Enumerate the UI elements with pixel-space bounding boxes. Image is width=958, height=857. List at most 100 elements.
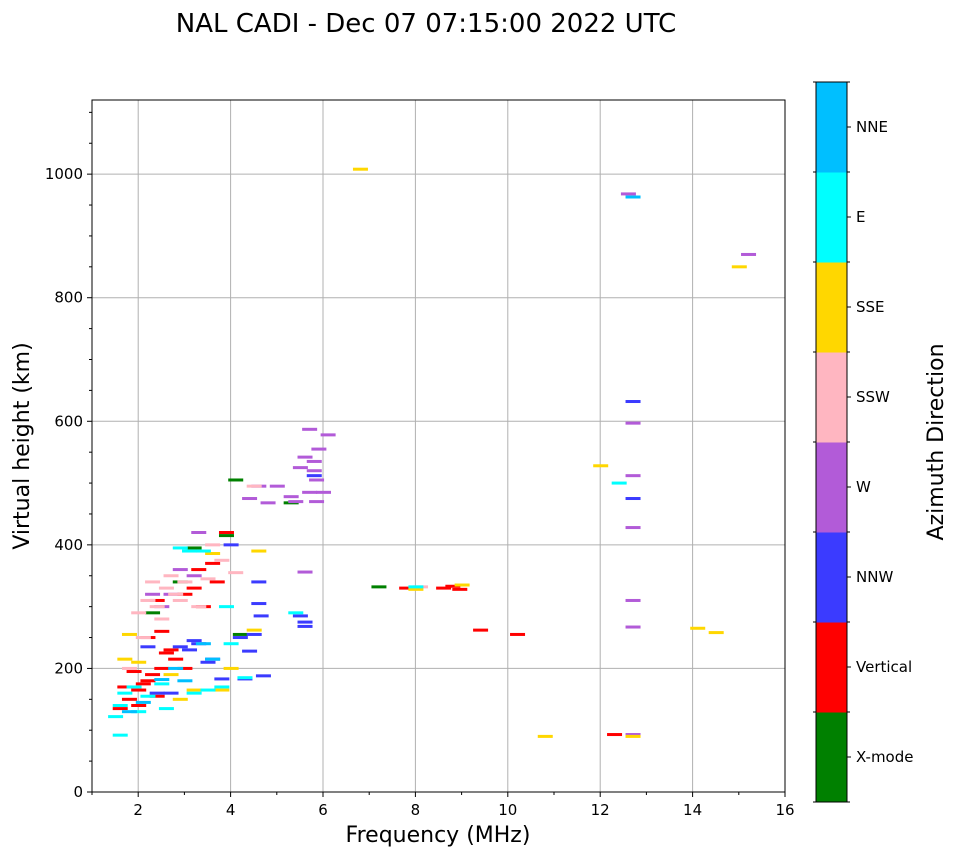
echo-point-ssw bbox=[121, 666, 137, 670]
echo-point-sse bbox=[223, 666, 239, 670]
echo-point-vertical bbox=[131, 688, 147, 692]
echo-point-vertical bbox=[112, 707, 128, 711]
echo-point-e bbox=[112, 733, 128, 737]
echo-point-nnw bbox=[297, 620, 313, 624]
x-tick-label: 8 bbox=[411, 801, 421, 819]
echo-point-nnw bbox=[292, 614, 308, 618]
echo-point-nne bbox=[177, 679, 193, 683]
y-axis-label: Virtual height (km) bbox=[10, 342, 35, 549]
echo-point-w bbox=[288, 500, 304, 504]
echo-point-nne bbox=[121, 710, 137, 714]
y-tick-label: 600 bbox=[54, 412, 83, 430]
colorbar-tick-label: Vertical bbox=[856, 658, 912, 676]
echo-point-x-mode bbox=[232, 632, 248, 636]
echo-point-sse bbox=[690, 626, 706, 630]
x-tick-label: 12 bbox=[591, 801, 610, 819]
colorbar-frame bbox=[815, 81, 848, 803]
echo-point-sse bbox=[117, 657, 133, 661]
colorbar-segment bbox=[816, 712, 847, 803]
echo-point-e bbox=[131, 710, 147, 714]
x-tick-label: 10 bbox=[498, 801, 517, 819]
echo-point-sse bbox=[163, 673, 179, 677]
echo-point-sse bbox=[205, 552, 221, 556]
echo-point-nne bbox=[625, 195, 641, 199]
echo-point-w bbox=[145, 592, 161, 596]
echo-point-w bbox=[191, 531, 207, 534]
echo-point-w bbox=[625, 733, 641, 737]
echo-point-vertical bbox=[131, 704, 147, 707]
echo-point-sse bbox=[408, 587, 424, 591]
echo-point-w bbox=[186, 574, 202, 578]
echo-point-ssw bbox=[135, 636, 151, 640]
echo-point-w bbox=[306, 469, 322, 473]
echo-point-w bbox=[242, 497, 258, 501]
echo-point-w bbox=[316, 490, 331, 494]
echo-point-sse bbox=[352, 167, 368, 171]
echo-point-vertical bbox=[158, 651, 174, 655]
echo-point-ssw bbox=[191, 605, 207, 609]
echo-point-vertical bbox=[452, 587, 468, 591]
echo-point-ssw bbox=[158, 586, 174, 590]
x-tick-label: 16 bbox=[775, 801, 794, 819]
echo-point-e bbox=[408, 585, 424, 589]
colorbar-tick-label: NNE bbox=[856, 118, 888, 136]
echo-point-ssw bbox=[246, 484, 262, 488]
echo-point-ssw bbox=[145, 580, 161, 584]
echo-point-e bbox=[108, 715, 124, 719]
echo-point-vertical bbox=[473, 628, 489, 632]
echo-point-w bbox=[297, 570, 313, 574]
grid bbox=[92, 100, 785, 792]
echo-point-e bbox=[186, 691, 202, 695]
echo-point-vertical bbox=[191, 568, 207, 572]
echo-point-w bbox=[309, 500, 325, 504]
echo-point-vertical bbox=[177, 592, 193, 596]
echo-point-sse bbox=[593, 464, 609, 468]
echo-point-vertical bbox=[436, 586, 452, 590]
echo-point-vertical bbox=[510, 632, 526, 636]
y-tick-label: 200 bbox=[54, 659, 83, 677]
echo-point-vertical bbox=[145, 673, 161, 677]
echo-point-x-mode bbox=[228, 478, 244, 482]
echo-point-vertical bbox=[117, 685, 133, 689]
echo-point-w bbox=[309, 478, 325, 482]
echo-point-w bbox=[625, 526, 641, 530]
echo-point-nnw bbox=[297, 624, 313, 628]
axis-ticks: 2 4 6 8 10 12 14 16 0 200 400 600 800 1000 bbox=[45, 111, 795, 819]
echo-point-vertical bbox=[135, 682, 151, 686]
colorbar-segment bbox=[816, 172, 847, 263]
echo-point-e bbox=[237, 676, 253, 680]
echo-point-e bbox=[182, 549, 198, 553]
echo-point-nnw bbox=[214, 677, 230, 681]
echo-point-e bbox=[195, 549, 211, 553]
data-marks bbox=[108, 167, 757, 738]
echo-point-nnw bbox=[251, 580, 267, 584]
echo-point-sse bbox=[537, 734, 553, 738]
echo-point-ssw bbox=[149, 605, 165, 609]
colorbar-segment bbox=[816, 442, 847, 533]
x-tick-label: 4 bbox=[226, 801, 236, 819]
echo-point-w bbox=[620, 192, 636, 196]
colorbar-segment bbox=[816, 352, 847, 443]
echo-point-vertical bbox=[149, 694, 165, 698]
echo-point-nnw bbox=[255, 674, 271, 678]
echo-point-vertical bbox=[149, 598, 165, 602]
echo-point-nnw bbox=[149, 691, 165, 695]
echo-point-vertical bbox=[209, 580, 225, 584]
colorbar-tick-label: W bbox=[856, 478, 871, 496]
echo-point-vertical bbox=[399, 586, 415, 590]
x-axis-label: Frequency (MHz) bbox=[346, 823, 531, 848]
echo-point-ssw bbox=[214, 558, 230, 562]
echo-point-ssw bbox=[200, 577, 216, 581]
echo-point-x-mode bbox=[218, 534, 234, 538]
echo-point-sse bbox=[121, 632, 137, 636]
echo-point-nnw bbox=[163, 691, 179, 695]
echo-point-nnw bbox=[251, 602, 267, 606]
echo-point-w bbox=[311, 447, 327, 451]
echo-point-e bbox=[611, 481, 627, 485]
echo-point-vertical bbox=[445, 584, 461, 588]
echo-point-vertical bbox=[140, 679, 156, 683]
echo-point-sse bbox=[708, 631, 724, 635]
echo-point-w bbox=[741, 252, 757, 256]
echo-point-w bbox=[302, 427, 318, 431]
